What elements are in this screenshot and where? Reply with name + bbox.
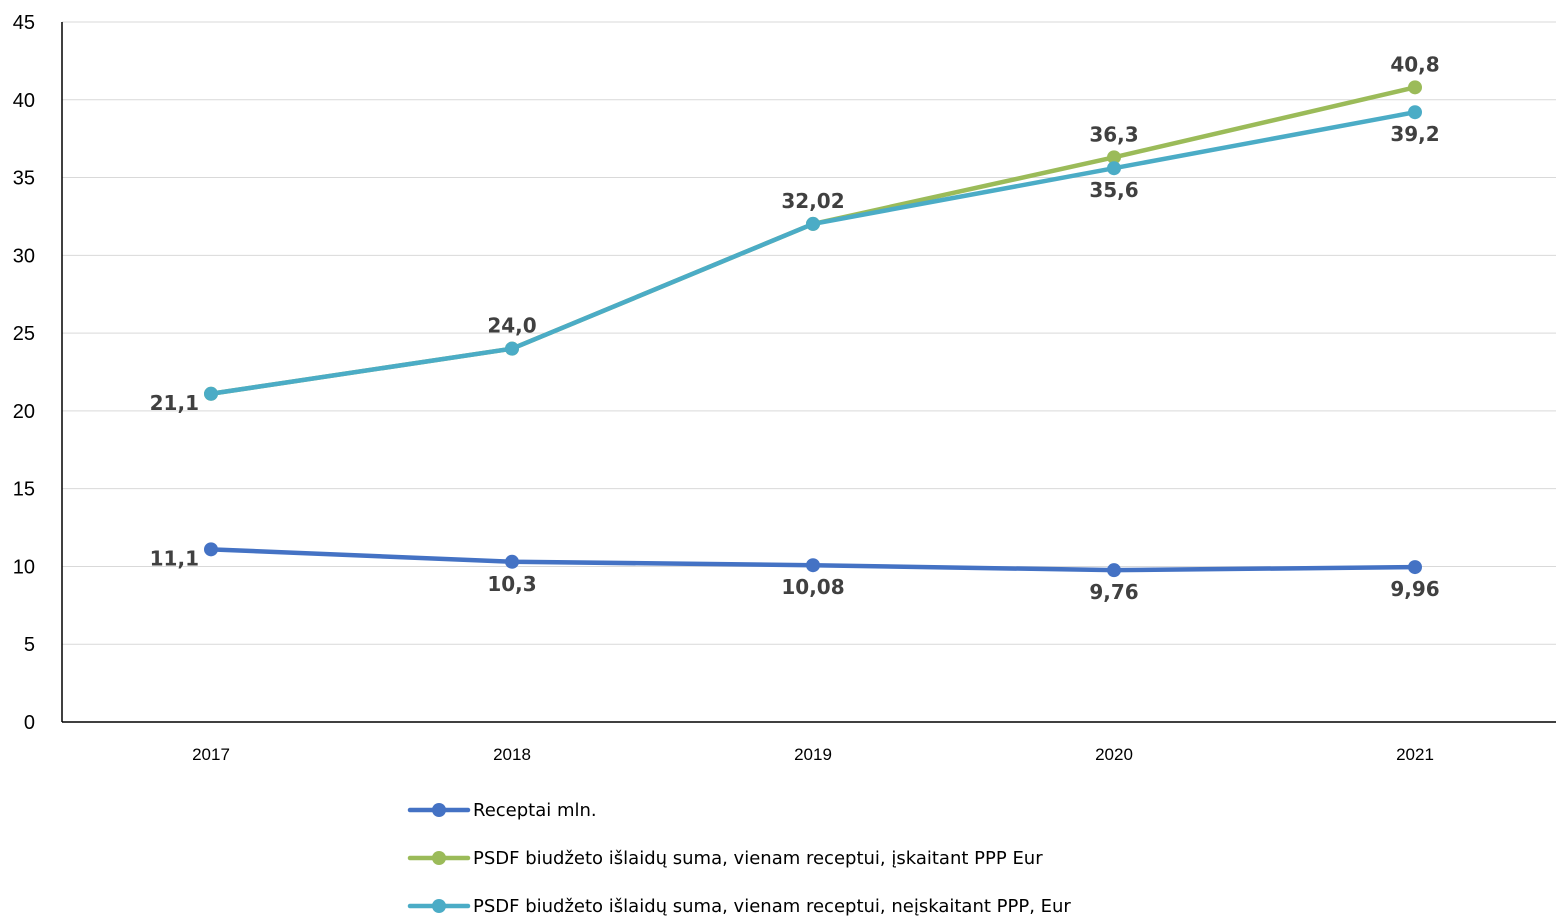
x-tick-label: 2017 xyxy=(192,745,230,764)
x-tick-label: 2018 xyxy=(493,745,531,764)
data-point xyxy=(1107,161,1121,176)
data-point xyxy=(1408,560,1422,575)
legend-label: Receptai mln. xyxy=(473,800,597,821)
axes xyxy=(61,22,1556,723)
data-label: 10,08 xyxy=(781,575,844,599)
data-label: 9,96 xyxy=(1390,577,1439,601)
data-point xyxy=(505,341,519,356)
series-line xyxy=(208,85,1418,397)
data-label: 40,8 xyxy=(1390,52,1439,76)
data-label: 10,3 xyxy=(487,572,536,596)
data-label: 32,02 xyxy=(781,189,844,213)
y-tick-label: 15 xyxy=(13,479,35,501)
x-tick-label: 2019 xyxy=(794,745,832,764)
data-point xyxy=(1408,80,1422,95)
legend-label: PSDF biudžeto išlaidų suma, vienam recep… xyxy=(473,896,1071,917)
data-point xyxy=(806,216,820,231)
data-label: 35,6 xyxy=(1089,178,1138,202)
legend-swatch-marker xyxy=(432,851,446,865)
legend-label: PSDF biudžeto išlaidų suma, vienam recep… xyxy=(473,848,1043,869)
data-label: 11,1 xyxy=(150,546,199,570)
data-point xyxy=(1408,105,1422,120)
legend: Receptai mln. PSDF biudžeto išlaidų suma,… xyxy=(407,800,1071,917)
legend-swatch-marker xyxy=(432,803,446,817)
x-axis-ticks: 2017 2018 2019 2020 2021 xyxy=(192,745,1434,764)
data-label: 39,2 xyxy=(1390,122,1439,146)
y-tick-label: 25 xyxy=(13,323,35,345)
x-tick-label: 2021 xyxy=(1396,745,1434,764)
data-point xyxy=(204,386,218,401)
data-label: 21,1 xyxy=(150,391,199,415)
x-tick-label: 2020 xyxy=(1095,745,1133,764)
y-tick-label: 5 xyxy=(24,634,35,656)
data-labels: 11,1 10,3 10,08 9,76 9,96 36,3 40,8 21,1 24,0 32,… xyxy=(150,52,1440,604)
data-label: 9,76 xyxy=(1089,580,1138,604)
data-point xyxy=(1107,563,1121,578)
y-axis-ticks: 0 5 10 15 20 25 30 35 40 45 xyxy=(13,12,35,734)
series-line xyxy=(208,109,1418,397)
series-lines xyxy=(204,80,1422,578)
data-point xyxy=(1107,150,1121,165)
data-label: 36,3 xyxy=(1089,122,1138,146)
y-tick-label: 35 xyxy=(13,168,35,190)
data-point xyxy=(204,542,218,557)
y-tick-label: 0 xyxy=(24,712,35,734)
y-tick-label: 45 xyxy=(13,12,35,34)
data-label: 24,0 xyxy=(487,314,536,338)
y-tick-label: 30 xyxy=(13,245,35,267)
y-tick-label: 40 xyxy=(13,90,35,112)
data-point xyxy=(505,554,519,569)
y-tick-label: 20 xyxy=(13,401,35,423)
y-tick-label: 10 xyxy=(13,556,35,578)
legend-swatch-marker xyxy=(432,899,446,913)
gridlines xyxy=(62,21,1556,645)
data-point xyxy=(806,558,820,573)
